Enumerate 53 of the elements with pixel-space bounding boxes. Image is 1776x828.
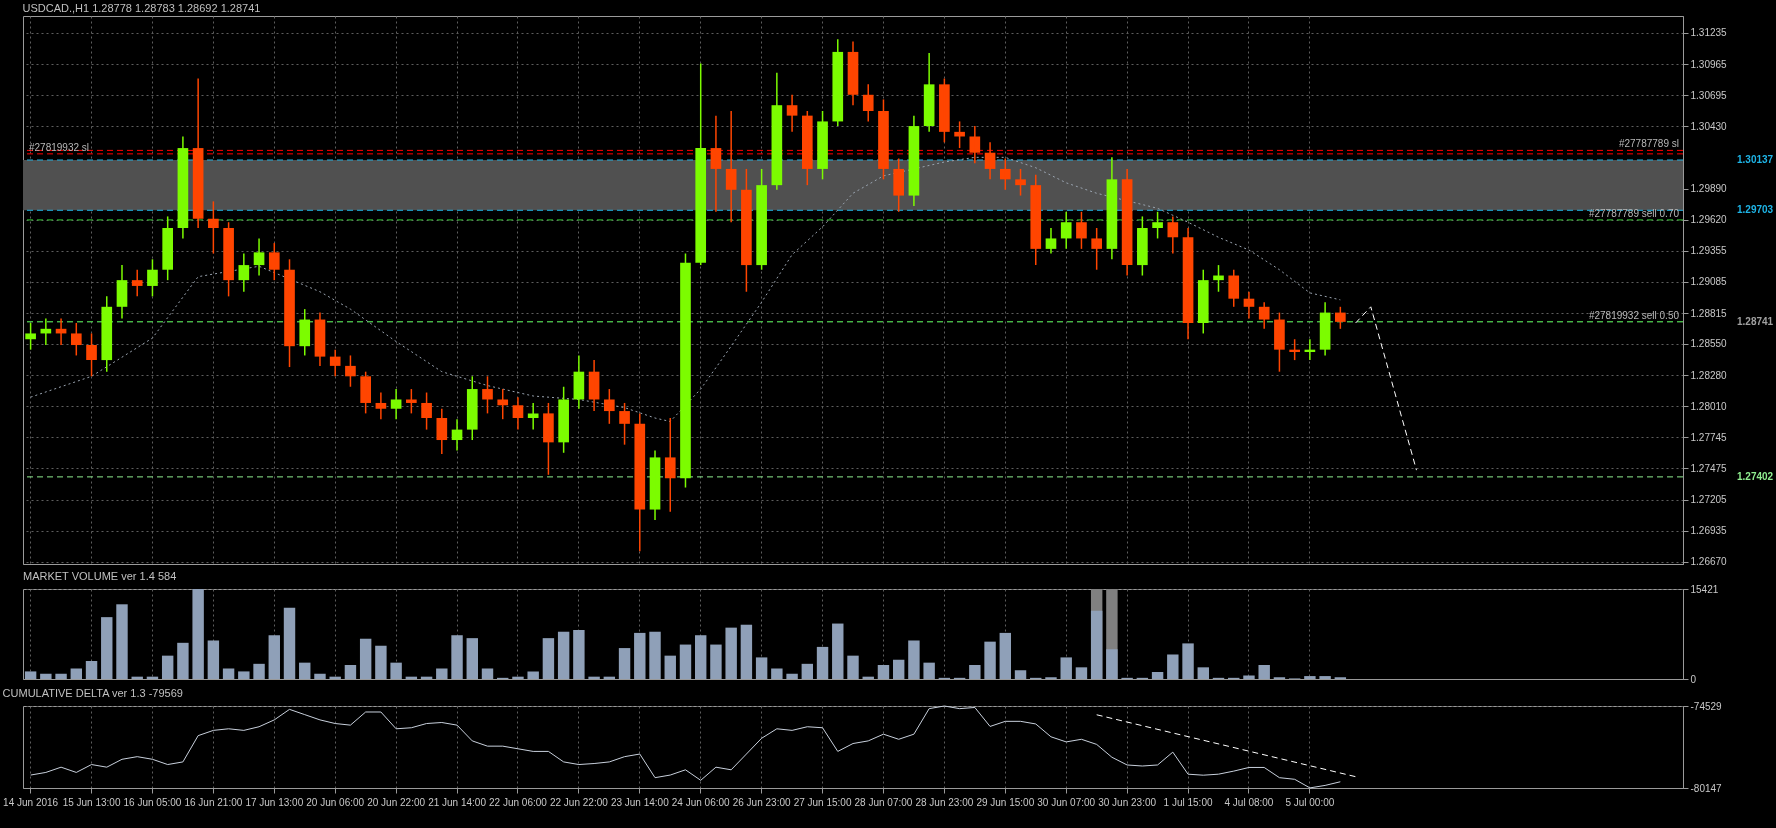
x-tick-label: 20 Jun 22:00 <box>367 796 426 808</box>
chart-title: MARKET VOLUME ver 1.4 584 <box>23 570 177 582</box>
x-tick-label: 17 Jun 13:00 <box>245 796 304 808</box>
y-tick-label: 1.28815 <box>1690 307 1728 319</box>
y-tick-label: 1.27475 <box>1690 462 1728 474</box>
y-tick-label: 1.29355 <box>1690 245 1728 257</box>
ref-line-label: #27787789 sl <box>1618 138 1679 150</box>
y-tick-label: 1.26670 <box>1690 556 1728 568</box>
y-tick-label: 15421 <box>1690 583 1719 595</box>
x-tick-label: 5 Jul 00:00 <box>1285 796 1335 808</box>
x-tick-label: 23 Jun 14:00 <box>610 796 670 808</box>
y-tick-label: 0 <box>1690 673 1697 685</box>
x-tick-label: 30 Jun 07:00 <box>1037 796 1096 808</box>
y-tick-label: 1.28280 <box>1690 369 1728 381</box>
ref-line-label: #27819932 sell 0.50 <box>1588 309 1680 321</box>
ref-line-label: 1.29703 <box>1737 204 1774 216</box>
x-tick-label: 22 Jun 06:00 <box>489 796 548 808</box>
y-tick-label: -80147 <box>1690 782 1723 794</box>
chart-title: CUMULATIVE DELTA ver 1.3 -79569 <box>2 687 183 699</box>
ref-line-label: 1.30137 <box>1737 154 1774 166</box>
y-tick-label: 1.30430 <box>1690 120 1728 132</box>
x-tick-label: 30 Jun 23:00 <box>1098 796 1157 808</box>
y-tick-label: 1.29620 <box>1690 214 1728 226</box>
y-tick-label: -74529 <box>1690 700 1723 712</box>
y-tick-label: 1.31235 <box>1690 27 1728 39</box>
ref-line-label: #27787789 sell 0.70 <box>1588 207 1680 219</box>
x-tick-label: 28 Jun 07:00 <box>854 796 913 808</box>
y-tick-label: 1.27205 <box>1690 494 1728 506</box>
x-tick-label: 21 Jun 14:00 <box>428 796 487 808</box>
ref-line-label: 1.27402 <box>1737 470 1774 482</box>
y-tick-label: 1.28550 <box>1690 338 1728 350</box>
x-tick-label: 24 Jun 06:00 <box>671 796 731 808</box>
y-tick-label: 1.29890 <box>1690 183 1728 195</box>
x-tick-label: 1 Jul 15:00 <box>1163 796 1213 808</box>
x-tick-label: 16 Jun 21:00 <box>184 796 243 808</box>
y-tick-label: 1.26935 <box>1690 525 1728 537</box>
x-tick-label: 16 Jun 05:00 <box>123 796 182 808</box>
x-tick-label: 26 Jun 23:00 <box>732 796 791 808</box>
x-tick-label: 29 Jun 15:00 <box>976 796 1035 808</box>
x-tick-label: 27 Jun 15:00 <box>793 796 852 808</box>
x-tick-label: 14 Jun 2016 <box>3 796 59 808</box>
y-tick-label: 1.30965 <box>1690 58 1728 70</box>
y-tick-label: 1.28010 <box>1690 400 1728 412</box>
x-tick-label: 22 Jun 22:00 <box>549 796 609 808</box>
y-tick-label: 1.29085 <box>1690 276 1728 288</box>
y-tick-label: 1.27745 <box>1690 431 1728 443</box>
y-tick-label: 1.30695 <box>1690 89 1728 101</box>
chart-title: USDCAD.,H1 1.28778 1.28783 1.28692 1.28741 <box>22 2 261 14</box>
x-tick-label: 28 Jun 23:00 <box>915 796 974 808</box>
x-tick-label: 15 Jun 13:00 <box>62 796 121 808</box>
x-tick-label: 20 Jun 06:00 <box>306 796 365 808</box>
x-tick-label: 4 Jul 08:00 <box>1224 796 1274 808</box>
ref-line-label: 1.28741 <box>1737 315 1774 327</box>
